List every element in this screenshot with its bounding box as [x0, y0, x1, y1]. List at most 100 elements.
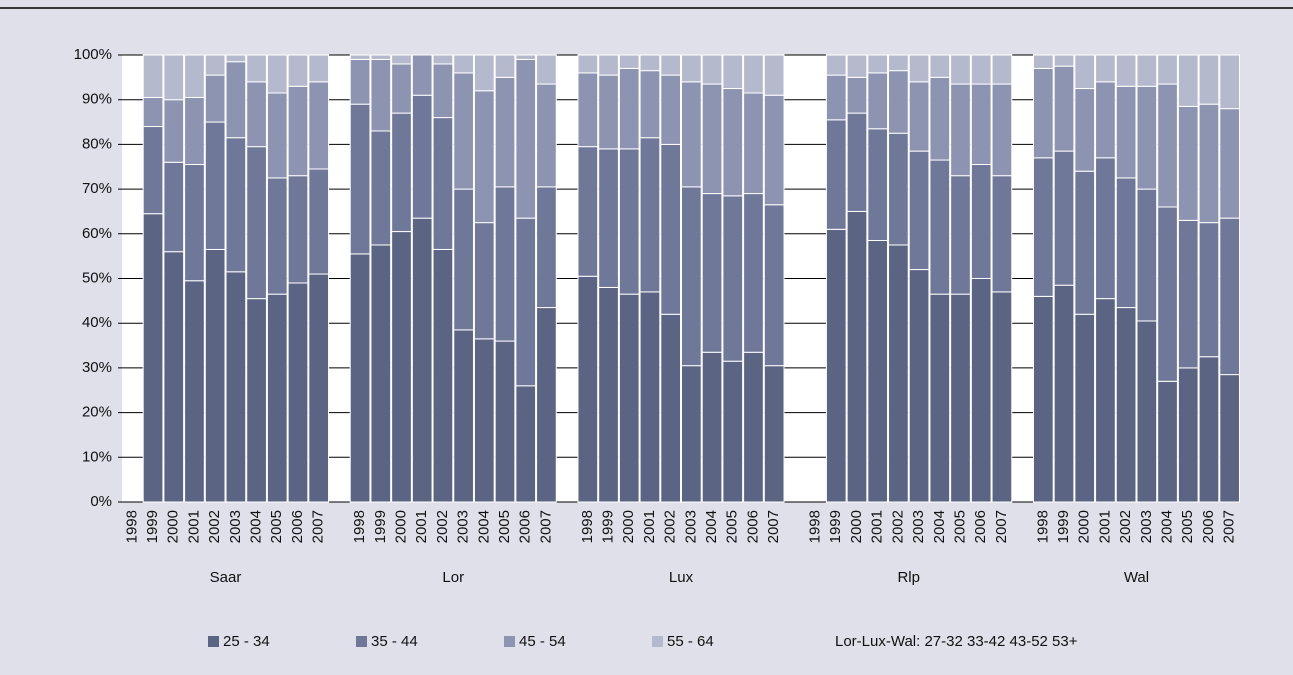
bar-segment	[225, 137, 247, 273]
bar-segment	[411, 217, 433, 503]
bar-segment	[929, 159, 951, 295]
bar-segment	[266, 293, 288, 503]
bar-segment	[888, 244, 909, 503]
bar-segment	[660, 313, 682, 503]
bar-segment	[391, 112, 412, 233]
bar-segment	[867, 72, 889, 130]
x-tick-label: 2004	[1159, 510, 1176, 543]
bar-segment	[1074, 54, 1096, 90]
x-tick-label: 2001	[413, 510, 430, 543]
x-tick-label: 2006	[289, 510, 306, 543]
bar-segment	[163, 251, 185, 503]
legend-label: 45 - 54	[519, 633, 566, 650]
bar-segment	[1157, 83, 1178, 208]
x-tick-label: 2002	[1117, 510, 1134, 543]
bar-segment	[908, 81, 930, 152]
bar-segment	[1115, 307, 1137, 503]
bar-segment	[929, 76, 951, 161]
y-tick-label: 60%	[82, 225, 112, 242]
bar-segment	[929, 293, 951, 503]
bar-segment	[515, 58, 537, 219]
bar-segment	[184, 280, 205, 503]
x-tick-label: 2003	[455, 510, 472, 543]
legend-label: 25 - 34	[223, 633, 270, 650]
bar-segment	[598, 54, 619, 76]
bar-segment	[432, 54, 454, 65]
bar-segment	[163, 99, 185, 163]
bar-segment	[1095, 157, 1116, 300]
bar-segment	[846, 112, 868, 212]
bar-segment	[660, 143, 682, 315]
bar-segment	[287, 282, 309, 503]
bar-segment	[867, 54, 889, 74]
bar-segment	[701, 54, 723, 85]
bar-segment	[391, 54, 412, 65]
bar-segment	[308, 54, 330, 83]
bar-segment	[825, 119, 847, 230]
bar-segment	[1136, 320, 1158, 503]
bar-segment	[908, 269, 930, 503]
x-tick-label: 2004	[248, 510, 265, 543]
bar-segment	[1198, 222, 1220, 358]
bar-segment	[639, 70, 661, 139]
bar-segment	[722, 360, 744, 503]
bar-segment	[743, 351, 764, 503]
bar-segment	[1095, 54, 1116, 83]
bar-segment	[722, 195, 744, 362]
bar-segment	[1157, 54, 1178, 85]
bar-segment	[577, 54, 599, 74]
bar-segment	[204, 74, 226, 123]
bar-segment	[598, 286, 619, 503]
x-tick-label: 2006	[1200, 510, 1217, 543]
legend-swatch	[652, 636, 663, 647]
x-tick-label: 1998	[351, 510, 368, 543]
bar-segment	[349, 54, 371, 60]
bar-segment	[825, 74, 847, 121]
bar-segment	[494, 76, 516, 188]
y-tick-label: 100%	[74, 46, 112, 63]
bar-segment	[577, 72, 599, 148]
bar-segment	[432, 248, 454, 503]
bar-segment	[701, 83, 723, 195]
y-tick-label: 10%	[82, 448, 112, 465]
bar-segment	[1219, 217, 1240, 376]
bar-segment	[888, 132, 909, 246]
bar-segment	[370, 58, 392, 132]
bar-segment	[266, 92, 288, 179]
bar-segment	[142, 126, 164, 215]
x-tick-label: 1999	[144, 510, 161, 543]
x-tick-label: 2002	[206, 510, 223, 543]
bar-segment	[825, 54, 847, 76]
x-tick-label: 1998	[807, 510, 824, 543]
bar-segment	[1053, 54, 1075, 67]
bar-segment	[225, 54, 247, 63]
bar-segment	[743, 54, 764, 94]
x-tick-label: 1998	[1034, 510, 1051, 543]
bar-segment	[411, 94, 433, 219]
bar-segment	[494, 340, 516, 503]
x-tick-label: 2003	[1138, 510, 1155, 543]
x-tick-label: 2002	[662, 510, 679, 543]
bar-segment	[1053, 150, 1075, 286]
bar-segment	[1177, 105, 1199, 221]
bar-segment	[950, 83, 971, 177]
bar-segment	[1053, 65, 1075, 152]
group-label: Saar	[210, 569, 242, 586]
bar-segment	[681, 54, 702, 83]
group-label: Rlp	[897, 569, 920, 586]
bar-segment	[743, 193, 764, 353]
bar-segment	[970, 83, 992, 166]
bar-segment	[950, 54, 971, 85]
bar-segment	[1157, 206, 1178, 382]
bar-segment	[163, 161, 185, 253]
bar-segment	[991, 54, 1013, 85]
bar-segment	[1032, 67, 1054, 159]
x-tick-label: 1999	[372, 510, 389, 543]
legend-label: 55 - 64	[667, 633, 714, 650]
bar-segment	[1074, 313, 1096, 503]
bar-segment	[308, 168, 330, 275]
bar-segment	[991, 175, 1013, 293]
group-label: Lux	[669, 569, 694, 586]
bar-segment	[888, 70, 909, 134]
bar-segment	[453, 188, 474, 331]
